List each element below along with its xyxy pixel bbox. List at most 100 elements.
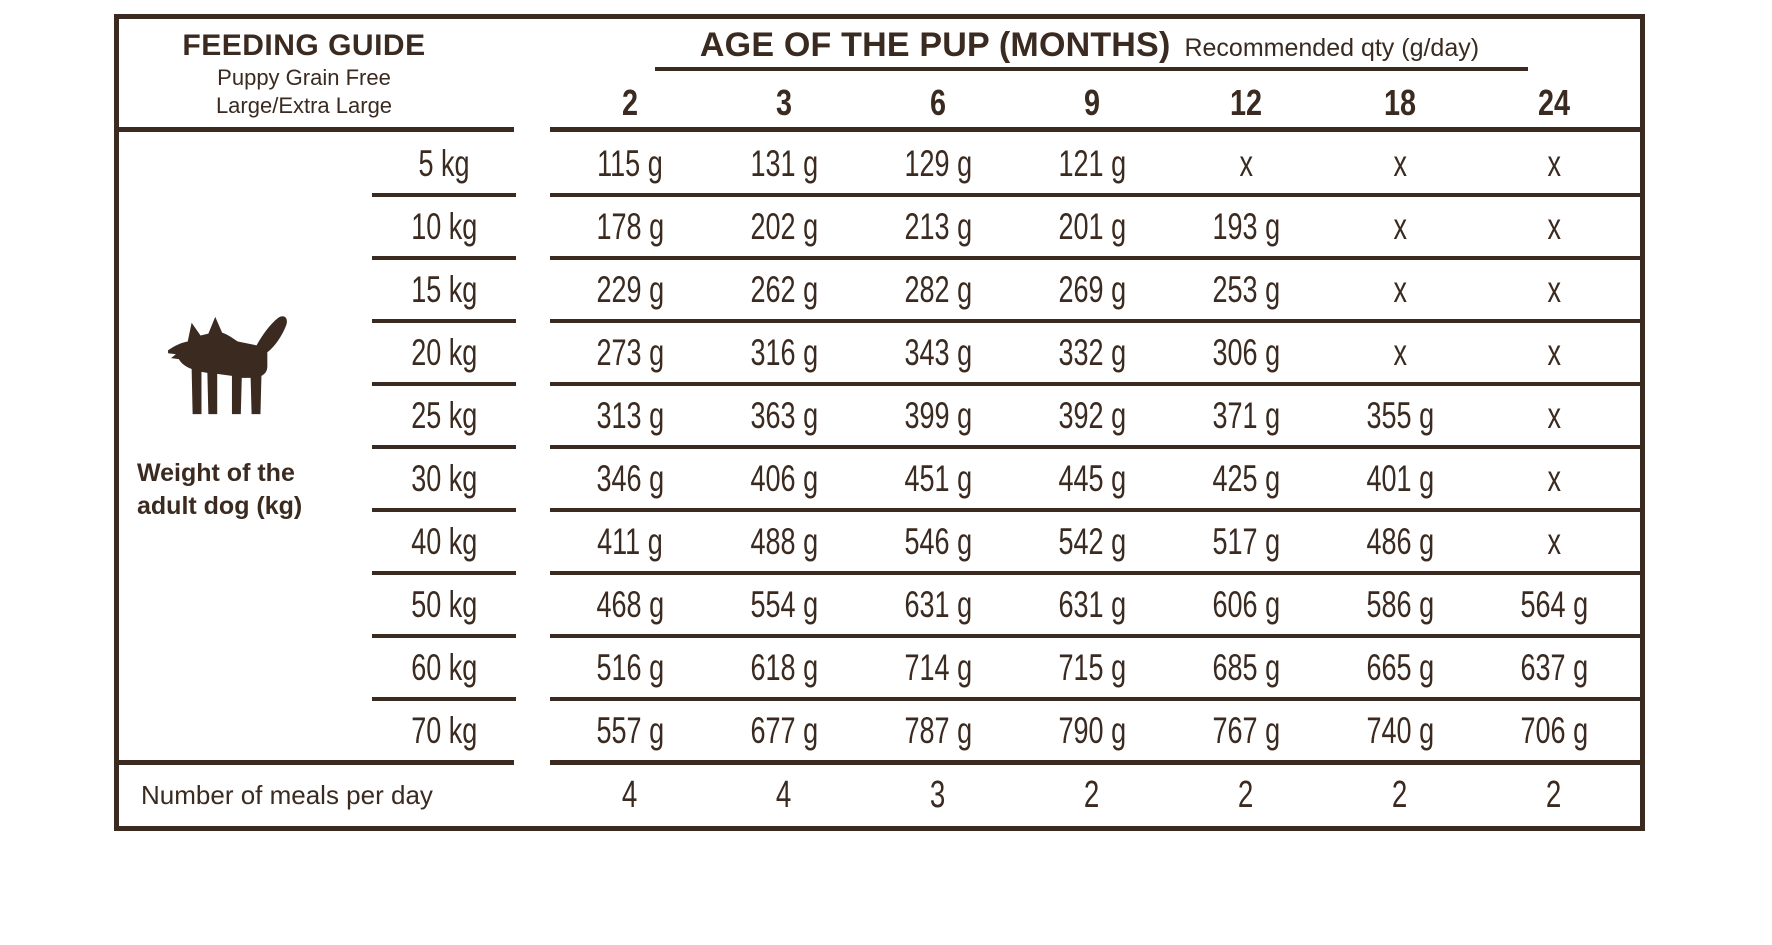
meals-count-cell: 2 (1169, 765, 1323, 825)
row-divider-left (372, 256, 516, 260)
value-cell-text: 542 g (1058, 520, 1126, 562)
value-cell-text: 790 g (1058, 709, 1126, 751)
row-divider-right (550, 508, 1640, 512)
month-column-header-text: 2 (621, 82, 639, 123)
value-cell: 363 g (707, 384, 861, 447)
weight-cell-text: 25 kg (410, 394, 478, 436)
weight-cell: 60 kg (372, 636, 516, 699)
value-cell-text: 399 g (904, 394, 972, 436)
value-cell-text: 229 g (596, 268, 664, 310)
weight-cell: 40 kg (372, 510, 516, 573)
meals-count-cell: 2 (1477, 765, 1631, 825)
weight-cell-text: 10 kg (410, 205, 478, 247)
value-cell: 554 g (707, 573, 861, 636)
value-cell-text: 618 g (750, 646, 818, 688)
weight-cell: 20 kg (372, 321, 516, 384)
value-cell: 451 g (861, 447, 1015, 510)
row-divider-right (550, 319, 1640, 323)
value-cell-text: 392 g (1058, 394, 1126, 436)
age-header-underline (655, 67, 1528, 71)
value-cell-text: x (1393, 205, 1407, 247)
month-column-header-text: 18 (1383, 82, 1417, 123)
value-cell: 129 g (861, 132, 1015, 195)
value-cell: 282 g (861, 258, 1015, 321)
value-cell: 631 g (861, 573, 1015, 636)
value-cell: 401 g (1323, 447, 1477, 510)
value-cell: 178 g (553, 195, 707, 258)
month-column-header: 24 (1477, 81, 1631, 125)
table-row: 25 kg 313 g 363 g 399 g 392 g 371 g 355 g x (119, 384, 1640, 449)
row-divider-left (372, 697, 516, 701)
table-row: 5 kg 115 g 131 g 129 g 121 g x x x (119, 132, 1640, 197)
value-cell: 767 g (1169, 699, 1323, 762)
value-cell-text: x (1547, 394, 1561, 436)
value-cell-text: 486 g (1366, 520, 1434, 562)
value-cell-text: 516 g (596, 646, 664, 688)
table-row: 50 kg 468 g 554 g 631 g 631 g 606 g 586 g 564 g (119, 573, 1640, 638)
value-cell: 332 g (1015, 321, 1169, 384)
row-values: 411 g 488 g 546 g 542 g 517 g 486 g x (553, 510, 1631, 573)
weight-cell: 5 kg (372, 132, 516, 195)
value-cell: 516 g (553, 636, 707, 699)
feeding-guide-header: FEEDING GUIDE Puppy Grain Free Large/Ext… (174, 29, 434, 119)
value-cell: x (1323, 258, 1477, 321)
value-cell-text: x (1547, 457, 1561, 499)
value-cell-text: 313 g (596, 394, 664, 436)
value-cell: 517 g (1169, 510, 1323, 573)
value-cell: 706 g (1477, 699, 1631, 762)
value-cell-text: x (1547, 142, 1561, 184)
value-cell: 586 g (1323, 573, 1477, 636)
row-values: 313 g 363 g 399 g 392 g 371 g 355 g x (553, 384, 1631, 447)
weight-cell-text: 5 kg (418, 142, 470, 184)
value-cell: x (1477, 195, 1631, 258)
month-column-header-text: 9 (1083, 82, 1101, 123)
weight-cell: 10 kg (372, 195, 516, 258)
meals-divider-left (119, 760, 514, 765)
value-cell-text: 740 g (1366, 709, 1434, 751)
feeding-guide-table: FEEDING GUIDE Puppy Grain Free Large/Ext… (114, 14, 1645, 831)
value-cell-text: 564 g (1520, 583, 1588, 625)
value-cell: x (1477, 132, 1631, 195)
value-cell-text: 665 g (1366, 646, 1434, 688)
row-divider-left (372, 193, 516, 197)
row-values: 557 g 677 g 787 g 790 g 767 g 740 g 706 g (553, 699, 1631, 762)
row-divider-right (550, 445, 1640, 449)
meals-count-cell-text: 2 (1392, 773, 1408, 816)
value-cell: 665 g (1323, 636, 1477, 699)
value-cell: 392 g (1015, 384, 1169, 447)
value-cell: x (1323, 321, 1477, 384)
month-column-headers: 2 3 6 9 12 18 24 (553, 81, 1631, 125)
value-cell-text: 406 g (750, 457, 818, 499)
value-cell-text: 316 g (750, 331, 818, 373)
weight-cell: 50 kg (372, 573, 516, 636)
value-cell: x (1477, 510, 1631, 573)
month-column-header-text: 3 (775, 82, 793, 123)
value-cell-text: 767 g (1212, 709, 1280, 751)
meals-count-cell: 3 (861, 765, 1015, 825)
weight-cell: 15 kg (372, 258, 516, 321)
value-cell: 371 g (1169, 384, 1323, 447)
value-cell: 306 g (1169, 321, 1323, 384)
value-cell-text: x (1547, 268, 1561, 310)
value-cell: 715 g (1015, 636, 1169, 699)
value-cell-text: 517 g (1212, 520, 1280, 562)
value-cell-text: 685 g (1212, 646, 1280, 688)
value-cell: 790 g (1015, 699, 1169, 762)
value-cell-text: 355 g (1366, 394, 1434, 436)
value-cell: 425 g (1169, 447, 1323, 510)
value-cell-text: 606 g (1212, 583, 1280, 625)
weight-cell: 70 kg (372, 699, 516, 762)
row-divider-left (372, 634, 516, 638)
value-cell-text: 306 g (1212, 331, 1280, 373)
table-row: 15 kg 229 g 262 g 282 g 269 g 253 g x x (119, 258, 1640, 323)
row-divider-right (550, 634, 1640, 638)
month-column-header: 3 (707, 81, 861, 125)
row-divider-right (550, 256, 1640, 260)
value-cell: 121 g (1015, 132, 1169, 195)
value-cell-text: 631 g (904, 583, 972, 625)
value-cell: 606 g (1169, 573, 1323, 636)
month-column-header: 9 (1015, 81, 1169, 125)
value-cell-text: 554 g (750, 583, 818, 625)
value-cell-text: 332 g (1058, 331, 1126, 373)
